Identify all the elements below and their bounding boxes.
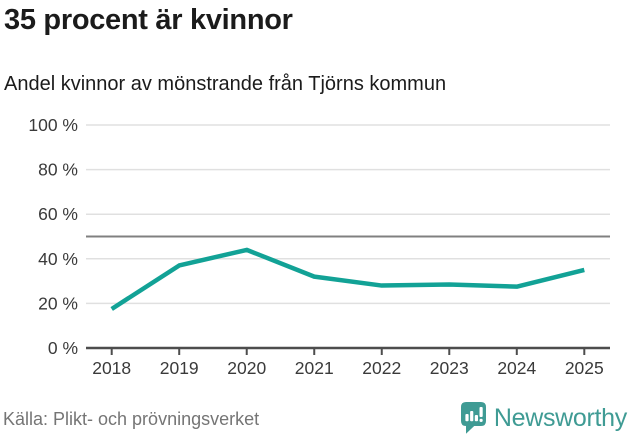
y-tick-label-40: 40 % — [38, 249, 78, 269]
y-tick-label-80: 80 % — [38, 160, 78, 180]
data-line-series — [110, 247, 585, 311]
x-tick-label-2019: 2019 — [160, 358, 199, 378]
y-tick-label-20: 20 % — [38, 293, 78, 313]
source-note: Källa: Plikt- och prövningsverket — [3, 409, 260, 429]
y-tick-label-100: 100 % — [28, 115, 78, 135]
newsworthy-logo-icon — [460, 402, 486, 434]
x-tick-label-2025: 2025 — [565, 358, 604, 378]
x-tick-label-2022: 2022 — [362, 358, 401, 378]
logo-exclamation-glyph — [479, 407, 483, 422]
y-tick-label-60: 60 % — [38, 204, 78, 224]
x-tick-label-2018: 2018 — [92, 358, 131, 378]
x-tick-label-2020: 2020 — [227, 358, 266, 378]
logo-barchart-glyph — [465, 411, 478, 422]
y-tick-label-0: 0 % — [48, 338, 78, 358]
page-title: 35 procent är kvinnor — [4, 4, 293, 36]
x-tick-label-2023: 2023 — [430, 358, 469, 378]
logo-bubble-shape — [460, 402, 486, 434]
newsworthy-logo-text: Newsworthy — [493, 404, 627, 432]
x-tick-label-2024: 2024 — [497, 358, 536, 378]
x-tick-label-2021: 2021 — [295, 358, 334, 378]
line-chart: 0 % 20 % 40 % 60 % 80 % 100 % 2018 2019 2020 2021… — [28, 115, 610, 378]
newsworthy-logo[interactable]: Newsworthy — [460, 401, 627, 435]
chart-subtitle: Andel kvinnor av mönstrande från Tjörns … — [4, 73, 447, 95]
